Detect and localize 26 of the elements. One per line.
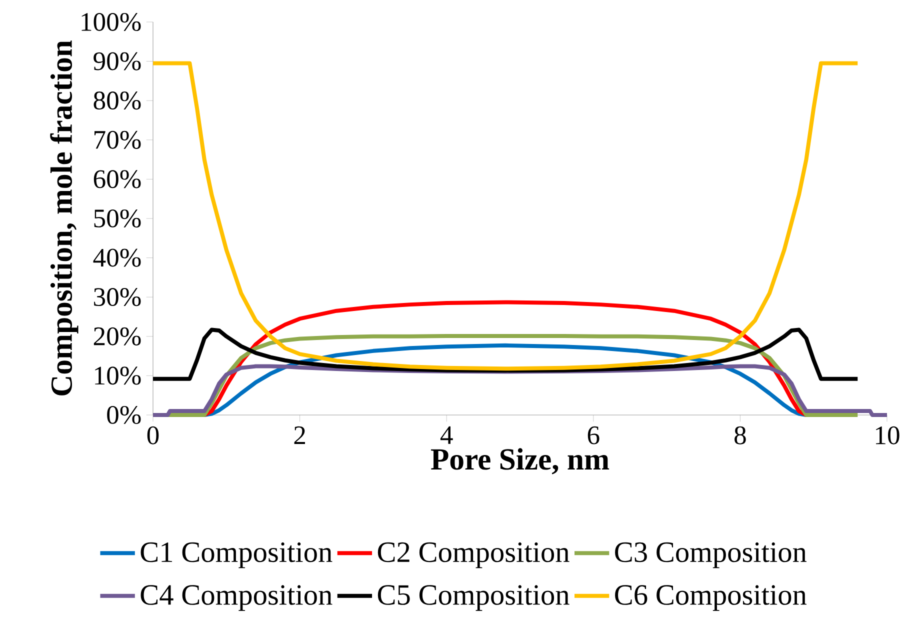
x-tick-label: 10 [876,426,900,444]
y-tick-label: 10% [95,366,141,385]
legend-label: C4 Composition [140,585,332,611]
x-tick-label: 0 [147,426,159,444]
legend-label: C3 Composition [615,542,807,568]
y-tick-label: 100% [82,12,141,32]
x-tick-label: 8 [734,426,746,444]
legend-label: C1 Composition [140,542,332,568]
y-tick-label: 60% [94,170,141,188]
y-tick-label: 70% [94,130,141,149]
y-tick-label: 20% [94,327,141,346]
y-axis-title: Composition, mole fraction [50,40,78,396]
legend-label: C2 Composition [378,542,570,568]
legend-label: C6 Composition [615,585,807,611]
x-tick-label: 4 [440,426,453,444]
x-tick-label: 2 [294,426,305,444]
y-tick-label: 90% [94,52,141,70]
x-tick-label: 6 [588,426,600,444]
line-series [151,328,860,381]
legend-label: C5 Composition [378,585,570,611]
y-tick-label: 30% [94,288,141,306]
y-tick-label: 80% [94,92,141,110]
x-axis-title: Pore Size, nm [430,448,610,474]
y-tick-label: 40% [93,248,141,267]
y-tick-label: 50% [94,209,141,228]
y-tick-label: 0% [107,406,141,424]
